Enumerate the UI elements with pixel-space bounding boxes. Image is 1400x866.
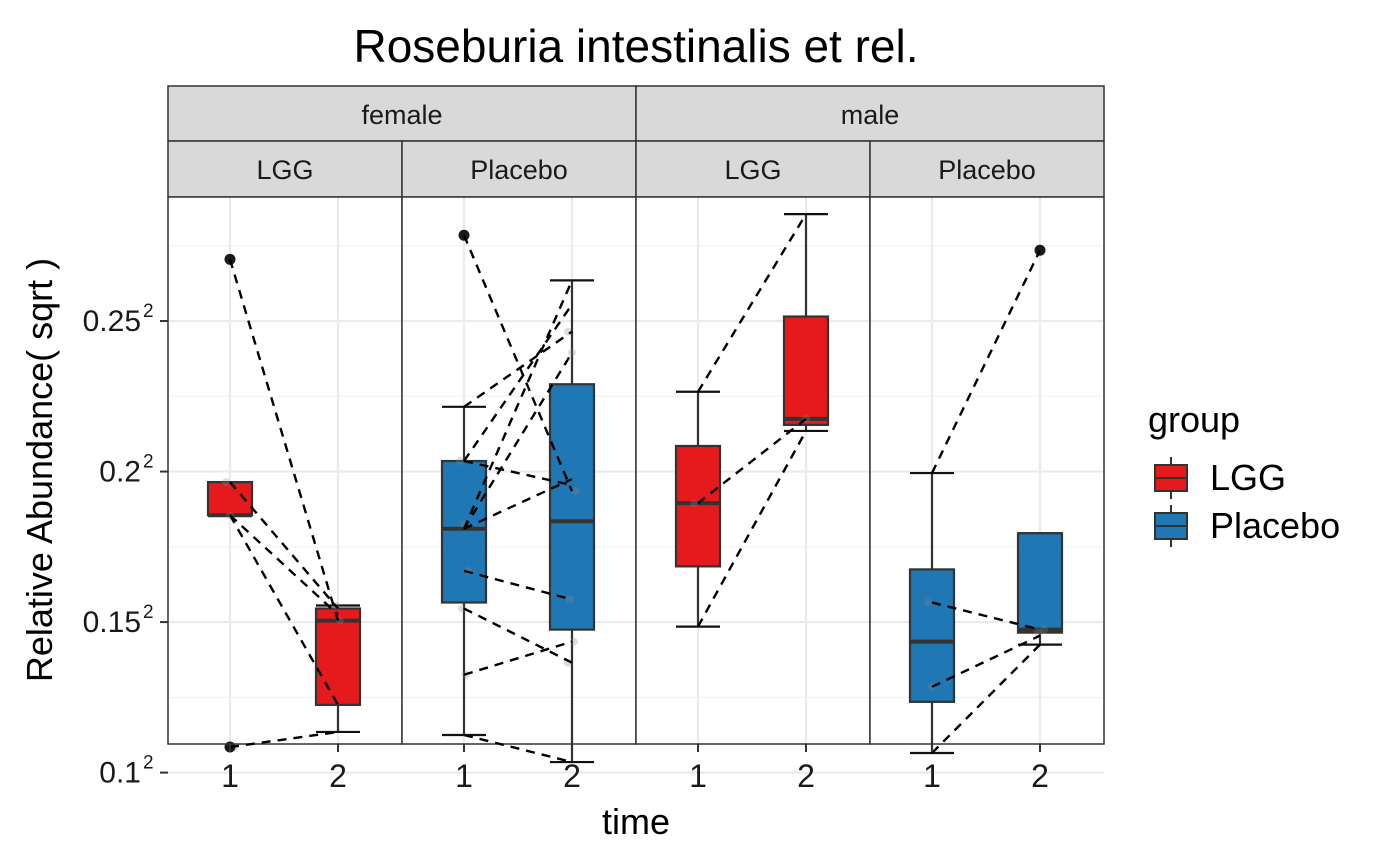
x-tick-label: 2 xyxy=(563,758,581,794)
paired-line xyxy=(462,234,574,492)
data-point xyxy=(572,487,580,496)
box-iqr xyxy=(1016,532,1064,634)
facet-strip-female-lgg xyxy=(167,140,403,198)
boxplot-lgg-time-1 xyxy=(674,390,722,628)
y-tick-exponent: 2 xyxy=(143,301,154,322)
facet-strip-label-lgg: LGG xyxy=(256,155,313,185)
boxplot-lgg-time-2 xyxy=(782,213,830,433)
boxplot-placebo-time-2 xyxy=(548,279,596,764)
y-tick-exponent: 2 xyxy=(143,452,154,473)
panel-male-placebo xyxy=(869,196,1105,774)
y-tick-exponent: 2 xyxy=(143,753,154,774)
x-tick-label: 2 xyxy=(329,758,347,794)
x-axis: 1 2 1 2 1 2 1 2 xyxy=(221,744,1049,794)
x-tick-label: 2 xyxy=(797,758,815,794)
paired-line xyxy=(696,213,808,393)
chart-title: Roseburia intestinalis et rel. xyxy=(353,20,918,72)
facet-strips: female male LGG Placebo LGG Placebo xyxy=(167,85,1105,198)
paired-line xyxy=(463,459,573,487)
paired-line xyxy=(697,417,807,505)
legend: group LGG Placebo xyxy=(1148,399,1340,547)
box-iqr xyxy=(314,607,362,706)
boxplot-placebo-time-1 xyxy=(440,405,488,737)
box-iqr xyxy=(548,383,596,631)
panel-female-lgg xyxy=(167,196,403,774)
box-iqr xyxy=(440,459,488,604)
x-tick-label: 2 xyxy=(1031,758,1049,794)
paired-line xyxy=(229,514,339,616)
paired-line xyxy=(931,601,1041,631)
paired-line xyxy=(463,477,573,530)
paired-line xyxy=(463,607,573,664)
data-point xyxy=(1040,625,1048,634)
paired-line xyxy=(229,481,339,610)
paired-line xyxy=(463,330,573,408)
data-point xyxy=(456,457,464,466)
facet-strip-label-placebo: Placebo xyxy=(938,155,1036,185)
legend-item-lgg: LGG xyxy=(1154,457,1286,499)
paired-line xyxy=(931,634,1041,688)
paired-line xyxy=(229,730,339,749)
paired-line xyxy=(463,733,573,764)
legend-item-placebo: Placebo xyxy=(1154,505,1340,547)
data-point xyxy=(570,637,578,646)
boxplot-placebo-time-2 xyxy=(1016,532,1064,646)
data-point xyxy=(690,499,698,508)
facet-strip-label-female: female xyxy=(361,100,442,130)
paired-line xyxy=(228,514,340,706)
x-tick-label: 1 xyxy=(221,758,239,794)
data-point xyxy=(924,598,932,607)
x-tick-label: 1 xyxy=(923,758,941,794)
y-tick-label: 0.15 xyxy=(83,606,141,639)
facet-strip-label-placebo: Placebo xyxy=(470,155,568,185)
x-axis-title: time xyxy=(602,801,670,842)
paired-line xyxy=(462,352,574,530)
facet-panels xyxy=(167,196,1105,774)
data-point xyxy=(568,348,576,357)
panel-female-placebo xyxy=(401,196,637,774)
facet-strip-male xyxy=(635,85,1105,142)
y-tick-label: 0.1 xyxy=(99,757,141,790)
paired-line xyxy=(463,640,573,676)
panel-male-lgg xyxy=(635,196,871,774)
y-tick-exponent: 2 xyxy=(143,602,154,623)
panel-border xyxy=(869,196,1105,745)
data-point xyxy=(1034,628,1042,637)
box-iqr xyxy=(674,444,722,568)
legend-title: group xyxy=(1148,399,1240,440)
y-tick-label: 0.2 xyxy=(99,456,141,489)
legend-label: LGG xyxy=(1210,457,1286,498)
facet-strip-label-lgg: LGG xyxy=(724,155,781,185)
x-tick-label: 1 xyxy=(455,758,473,794)
facet-strip-male-placebo xyxy=(869,140,1105,198)
boxplot-lgg-time-2 xyxy=(314,604,362,734)
facet-strip-label-male: male xyxy=(841,100,900,130)
legend-label: Placebo xyxy=(1210,505,1340,546)
paired-line xyxy=(463,569,573,601)
facet-strip-female xyxy=(167,85,637,142)
box-iqr xyxy=(908,568,956,703)
box-iqr xyxy=(782,315,830,426)
y-axis: 0.1 20.15 20.2 20.25 2 xyxy=(83,301,168,790)
data-point xyxy=(222,478,230,487)
y-axis-title: Relative Abundance( sqrt ) xyxy=(19,258,60,682)
data-point xyxy=(458,604,466,613)
data-point xyxy=(566,595,574,604)
x-tick-label: 1 xyxy=(689,758,707,794)
paired-line xyxy=(696,430,808,628)
y-tick-label: 0.25 xyxy=(83,305,141,338)
paired-line xyxy=(462,279,574,530)
